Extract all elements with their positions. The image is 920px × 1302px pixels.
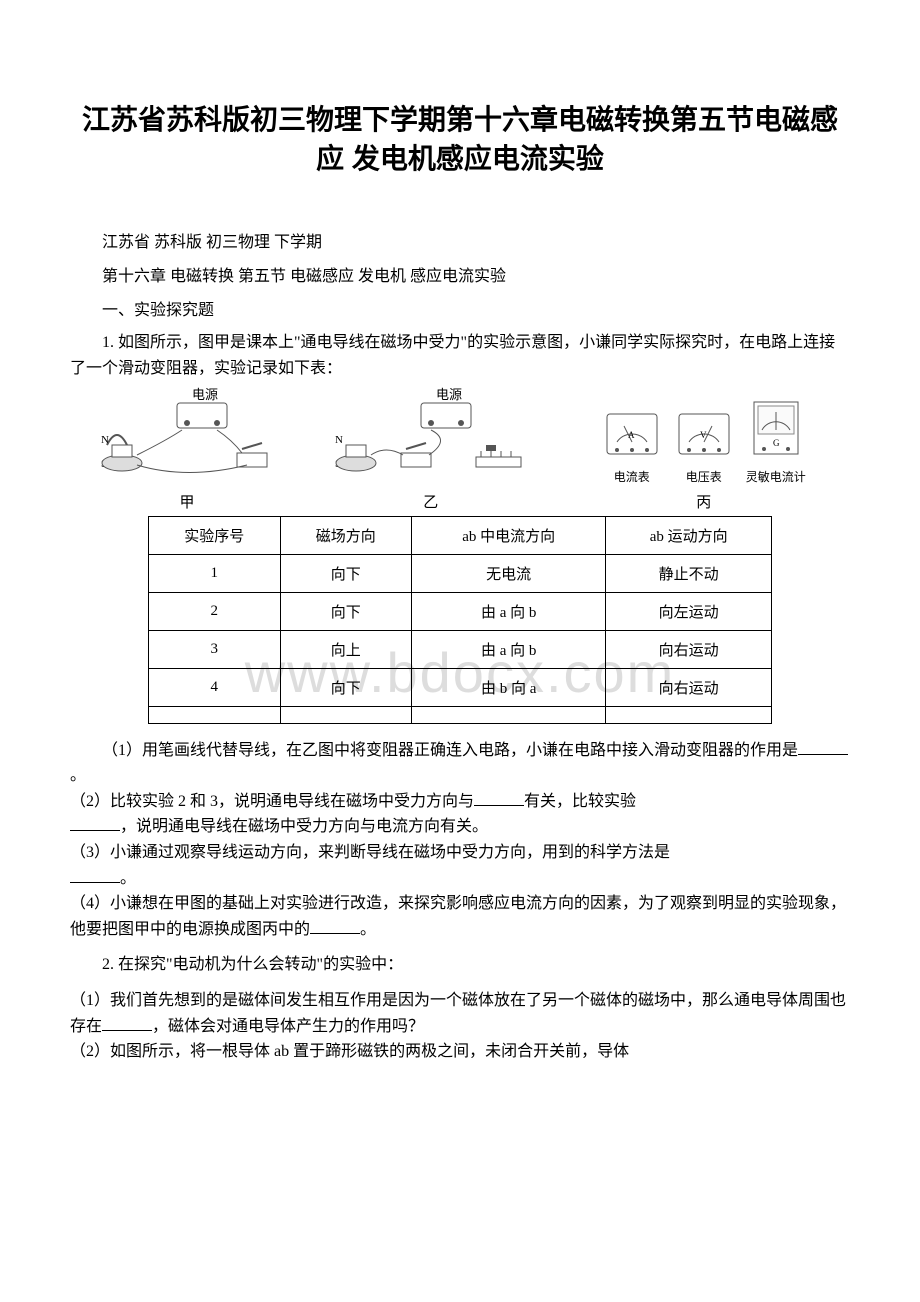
power-label-2: 电源 <box>436 387 462 402</box>
blank <box>798 738 848 755</box>
th: 实验序号 <box>149 516 281 554</box>
svg-text:V: V <box>700 430 707 440</box>
ammeter-label: 电流表 <box>602 468 662 485</box>
figure-bing: A 电流表 V 电压表 <box>558 394 851 512</box>
meta-line-1: 江苏省 苏科版 初三物理 下学期 <box>70 228 850 252</box>
q1-sub3: （3）小谦通过观察导线运动方向，来判断导线在磁场中受力方向，用到的科学方法是 。 <box>70 840 850 891</box>
th: ab 运动方向 <box>606 516 772 554</box>
svg-text:G: G <box>773 438 780 448</box>
ammeter-icon: A 电流表 <box>602 404 662 485</box>
svg-text:N: N <box>101 434 109 446</box>
table-row: 3向上由 a 向 b向右运动 <box>149 630 772 668</box>
svg-text:N: N <box>335 434 343 446</box>
q2-sub2: （2）如图所示，将一根导体 ab 置于蹄形磁铁的两极之间，未闭合开关前，导体 <box>70 1039 850 1065</box>
q1-figure: 电源 N S 甲 电源 <box>70 392 850 512</box>
voltmeter-icon: V 电压表 <box>674 404 734 485</box>
svg-text:A: A <box>628 430 635 440</box>
q2-stem: 2. 在探究"电动机为什么会转动"的实验中： <box>70 952 850 978</box>
q1-sub1: （1）用笔画线代替导线，在乙图中将变阻器正确连入电路，小谦在电路中接入滑动变阻器… <box>70 738 850 789</box>
circuit-jia-icon: 电源 N S <box>97 385 277 485</box>
blank <box>474 789 524 806</box>
blank <box>70 866 120 883</box>
q1-data-table: 实验序号 磁场方向 ab 中电流方向 ab 运动方向 1向下无电流静止不动 2向… <box>148 516 772 724</box>
blank <box>70 814 120 831</box>
q2-sub1: （1）我们首先想到的是磁体间发生相互作用是因为一个磁体放在了另一个磁体的磁场中，… <box>70 988 850 1039</box>
blank <box>310 917 360 934</box>
th: 磁场方向 <box>280 516 412 554</box>
power-label: 电源 <box>192 387 218 402</box>
q1-stem: 1. 如图所示，图甲是课本上"通电导线在磁场中受力"的实验示意图，小谦同学实际探… <box>70 330 850 381</box>
caption-bing: 丙 <box>696 491 711 512</box>
table-row <box>149 706 772 723</box>
section-header: 一、实验探究题 <box>70 296 850 320</box>
figure-yi: 电源 N S 乙 <box>304 385 558 512</box>
circuit-yi-icon: 电源 N S <box>331 385 531 485</box>
q1-sub2: （2）比较实验 2 和 3，说明通电导线在磁场中受力方向与有关，比较实验 ，说明… <box>70 789 850 840</box>
galvanometer-label: 灵敏电流计 <box>746 468 806 485</box>
blank <box>102 1014 152 1031</box>
q1-sub4: （4）小谦想在甲图的基础上对实验进行改造，来探究影响感应电流方向的因素，为了观察… <box>70 891 850 942</box>
caption-jia: 甲 <box>179 491 194 512</box>
table-row: 2向下由 a 向 b向左运动 <box>149 592 772 630</box>
caption-yi: 乙 <box>423 491 438 512</box>
meta-line-2: 第十六章 电磁转换 第五节 电磁感应 发电机 感应电流实验 <box>70 262 850 286</box>
table-row: 1向下无电流静止不动 <box>149 554 772 592</box>
table-row: 4向下由 b 向 a向右运动 <box>149 668 772 706</box>
galvanometer-icon: G 灵敏电流计 <box>746 394 806 485</box>
page-title: 江苏省苏科版初三物理下学期第十六章电磁转换第五节电磁感应 发电机感应电流实验 <box>70 100 850 178</box>
table-row: 实验序号 磁场方向 ab 中电流方向 ab 运动方向 <box>149 516 772 554</box>
figure-jia: 电源 N S 甲 <box>70 385 304 512</box>
voltmeter-label: 电压表 <box>674 468 734 485</box>
th: ab 中电流方向 <box>412 516 606 554</box>
